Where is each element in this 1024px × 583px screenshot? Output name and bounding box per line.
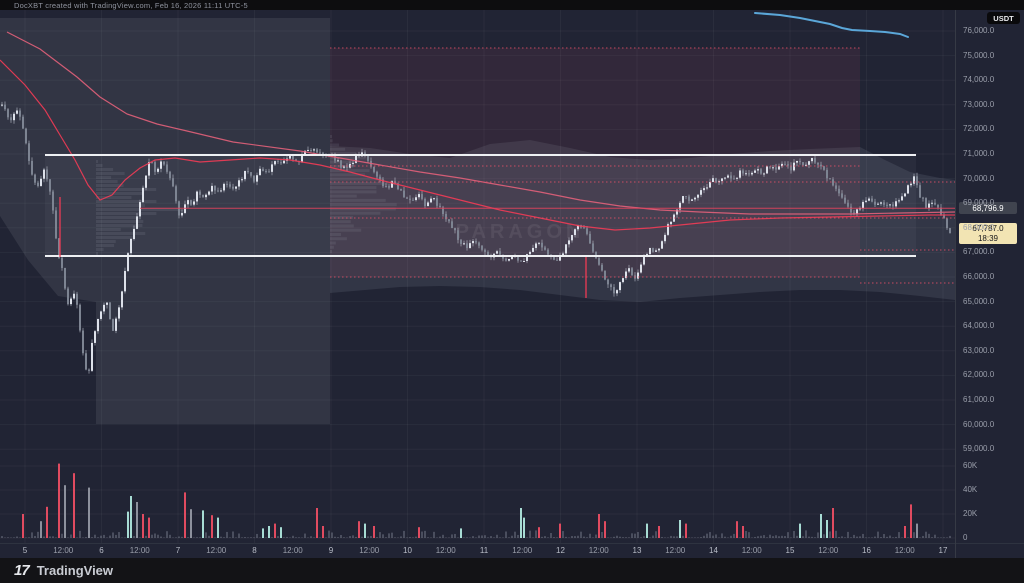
time-tick-day: 5 (22, 546, 28, 555)
time-tick-day: 10 (403, 546, 412, 555)
time-tick-day: 12 (556, 546, 565, 555)
level-price-label: 68,796.9 (959, 202, 1017, 215)
volume-tick-label: 0 (963, 533, 968, 542)
chart-attribution: DocXBT created with TradingView.com, Feb… (14, 1, 248, 10)
time-tick-day: 15 (785, 546, 795, 555)
price-tick-label: 74,000.0 (963, 75, 995, 85)
price-tick-label: 60,000.0 (963, 419, 995, 429)
bottom-bar: 17 TradingView (0, 558, 1024, 583)
volume-tick-label: 60K (963, 461, 978, 470)
volume-tick-label: 20K (963, 509, 978, 518)
price-tick-label: 70,000.0 (963, 173, 995, 183)
time-tick-intraday: 12:00 (512, 546, 533, 555)
price-tick-label: 65,000.0 (963, 296, 995, 306)
time-tick-intraday: 12:00 (588, 546, 609, 555)
price-tick-label: 62,000.0 (963, 370, 995, 380)
time-tick-day: 16 (862, 546, 871, 555)
quote-currency-badge: USDT (987, 12, 1020, 24)
supply-zone-box (330, 48, 860, 277)
time-tick-day: 7 (175, 546, 181, 555)
time-tick-intraday: 12:00 (53, 546, 74, 555)
price-tick-label: 64,000.0 (963, 321, 995, 331)
price-tick-label: 69,000.0 (963, 198, 995, 208)
last-price-value: 67,787.0 (972, 223, 1004, 233)
price-tick-label: 68,000.0 (963, 222, 995, 232)
ma-fast-line (0, 59, 955, 231)
price-tick-label: 73,000.0 (963, 99, 995, 109)
indicator-cloud (330, 140, 955, 302)
time-tick-intraday: 12:00 (282, 546, 303, 555)
time-tick-intraday: 12:00 (359, 546, 380, 555)
price-tick-label: 59,000.0 (963, 444, 995, 454)
candle-countdown: 18:39 (977, 233, 999, 243)
volume-tick-label: 40K (963, 485, 978, 494)
tradingview-logo-icon[interactable]: 17 (14, 562, 30, 579)
time-tick-day: 14 (709, 546, 718, 555)
tradingview-brand-text[interactable]: TradingView (36, 563, 114, 578)
time-axis-separator (0, 543, 1024, 544)
time-tick-intraday: 12:00 (818, 546, 839, 555)
time-tick-intraday: 12:00 (435, 546, 456, 555)
price-tick-label: 67,000.0 (963, 247, 995, 257)
time-tick-day: 6 (99, 546, 104, 555)
price-axis-separator (955, 10, 956, 558)
last-price-label: 67,787.0 18:39 (959, 223, 1017, 245)
price-tick-label: 63,000.0 (963, 345, 995, 355)
price-tick-label: 71,000.0 (963, 149, 995, 158)
time-axis[interactable]: 5 12:00 6 12:00 7 12:00 8 12:00 9 12:00 10 12:00 11 1… (0, 543, 955, 558)
time-tick-day: 11 (479, 546, 489, 555)
volume-profile (96, 135, 400, 255)
price-axis[interactable]: USDT 68,796.9 67,787.0 18:39 76,000.0 75,… (955, 10, 1024, 543)
price-tick-label: 75,000.0 (963, 50, 995, 60)
volume-bars (1, 463, 951, 538)
time-tick-day: 13 (632, 546, 642, 555)
price-tick-label: 61,000.0 (963, 395, 995, 404)
watermark: PARAGON (456, 221, 585, 243)
price-tick-label: 72,000.0 (963, 124, 995, 134)
time-tick-day: 17 (938, 546, 948, 555)
time-tick-intraday: 12:00 (665, 546, 686, 555)
price-tick-label: 66,000.0 (963, 272, 995, 281)
blue-overlay-line (754, 12, 909, 38)
left-shaded-region (0, 18, 330, 424)
time-tick-day: 9 (328, 546, 334, 555)
grid-lines (0, 10, 955, 543)
chart-background (0, 10, 1024, 558)
ma-slow-line (6, 31, 956, 215)
top-strip: DocXBT created with TradingView.com, Feb… (0, 0, 1024, 10)
time-tick-intraday: 12:00 (894, 546, 915, 555)
time-tick-intraday: 12:00 (129, 546, 150, 555)
price-tick-label: 76,000.0 (963, 26, 995, 35)
time-tick-day: 8 (252, 546, 257, 555)
time-tick-intraday: 12:00 (741, 546, 762, 555)
time-tick-intraday: 12:00 (206, 546, 227, 555)
